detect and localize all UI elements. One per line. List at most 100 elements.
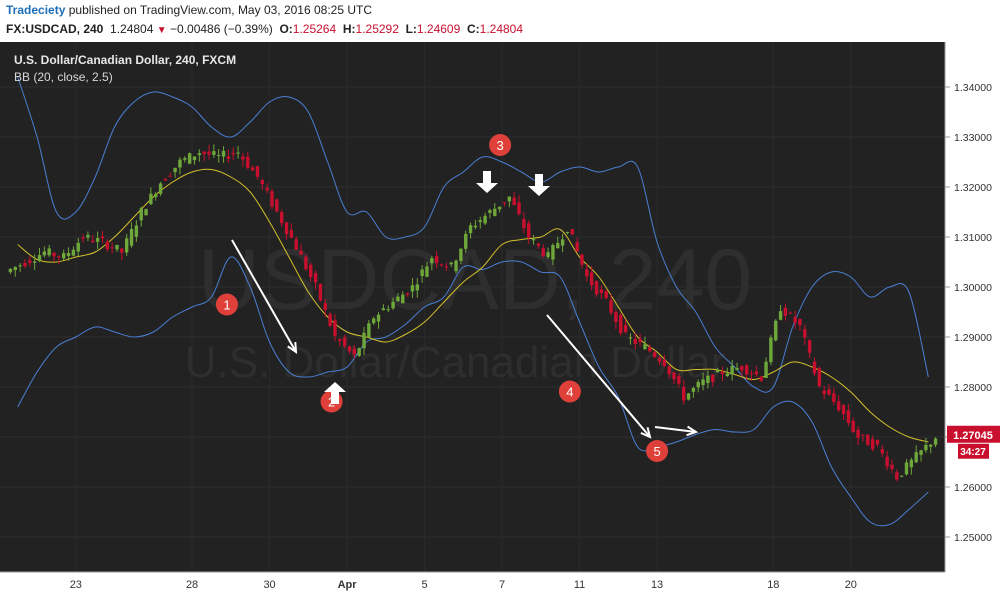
candle-body [769,337,773,363]
symbol-label[interactable]: FX:USDCAD, 240 [6,22,104,36]
candle-body [827,389,831,395]
candle-body [832,393,836,402]
candle-body [381,308,386,311]
price-tick-label: 1.31000 [954,232,992,244]
last-price-tag [947,425,1000,443]
annotation-marker [646,440,669,462]
candle-body [318,283,323,301]
candle-body [507,196,512,202]
candle-body [236,152,240,154]
candle-body [42,251,47,256]
candle-body [565,231,570,233]
candle-body [357,348,361,356]
candle-body [284,222,289,235]
down-triangle-icon: ▼ [156,25,167,36]
price-chart[interactable]: USDCAD, 240 U.S. Dollar/Canadian Dollar … [0,42,1002,597]
price-change: −0.00486 (−0.39%) [170,22,273,36]
quote-line: FX:USDCAD, 240 1.24804 ▼ −0.00486 (−0.39… [6,22,523,36]
close-label: C: [466,22,480,36]
candle-body [430,258,434,264]
candle-body [856,429,860,438]
candle-body [817,368,822,387]
candle-body [217,154,221,156]
candle-body [744,365,749,375]
candle-body [609,300,613,313]
time-tick-label: 13 [651,579,663,591]
candle-body [895,472,899,480]
basis-line [17,168,929,443]
candle-body [265,187,269,191]
candle-body [100,236,105,239]
candle-body [933,438,938,445]
candle-body [86,234,90,238]
candle-body [105,241,109,250]
price-axis[interactable] [945,42,1002,597]
trend-arrow-5-head [686,425,699,437]
candle-body [95,238,100,242]
candle-body [556,243,560,249]
candle-body [899,475,904,477]
candle-body [662,359,667,366]
candle-body [323,303,327,310]
candle-body [783,307,788,316]
candle-body [342,337,347,346]
candle-body [580,254,584,265]
candle-body [682,386,686,401]
candle-body [444,266,449,268]
chart-header: Tradeciety published on TradingView.com,… [0,0,1002,42]
candle-body [270,191,274,207]
candle-body [929,444,933,447]
chart-legend-indicator[interactable]: BB (20, close, 2.5) [14,70,113,84]
high-value: 1.25292 [355,22,399,36]
chart-legend-title: U.S. Dollar/Canadian Dollar, 240, FXCM [14,53,236,67]
price-tick-label: 1.33000 [954,132,992,144]
candle-body [914,452,918,463]
close-value: 1.24804 [479,22,524,36]
time-tick-label: 5 [422,579,428,591]
down-arrow-icon [528,174,550,196]
candle-body [478,220,482,223]
price-tick-label: 1.32000 [954,182,992,194]
candle-body [875,439,880,445]
candle-body [497,206,502,210]
candle-body [173,167,177,173]
down-arrow-icon [476,171,498,193]
candle-body [531,239,536,241]
candle-body [91,240,95,243]
candle-body [657,358,662,362]
candle-body [367,323,371,338]
candle-body [652,352,657,357]
trend-arrow-4-head [640,427,652,439]
candle-body [861,434,865,436]
candle-body [439,264,444,266]
candle-body [434,256,439,264]
candle-body [638,338,642,343]
candle-body [643,344,647,350]
time-tick-label: 30 [263,579,275,591]
candle-body [372,318,376,324]
candle-body [575,242,579,252]
candle-body [32,261,37,263]
candle-body [725,373,729,377]
time-tick-label: 23 [70,579,82,591]
candle-body [628,337,633,339]
price-tick-label: 1.34000 [954,82,992,94]
candle-body [260,180,264,185]
price-tick-label: 1.26000 [954,482,992,494]
candle-body [183,158,187,160]
candle-body [178,159,182,168]
candle-body [289,229,294,238]
candle-body [13,266,17,271]
candle-body [599,289,604,294]
publisher-link[interactable]: Tradeciety [6,3,66,17]
annotation-label: 1 [223,298,230,313]
price-tick-label: 1.30000 [954,282,992,294]
candle-body [158,183,163,194]
candle-body [347,346,352,352]
candle-body [23,262,27,267]
time-tick-label: 11 [574,579,585,591]
candle-body [212,151,216,155]
time-axis[interactable] [0,572,1002,597]
price-tick-label: 1.25000 [954,532,992,544]
lower-band-line [17,256,929,527]
